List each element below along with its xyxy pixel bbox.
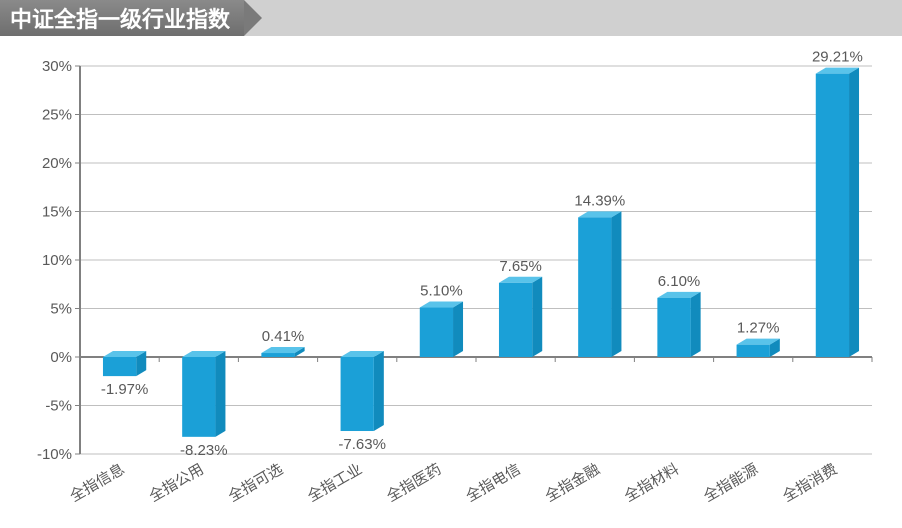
data-label: -1.97% xyxy=(101,381,149,398)
data-label: 0.41% xyxy=(262,328,305,345)
bar-side xyxy=(691,292,701,357)
y-tick-label: 15% xyxy=(42,204,72,221)
y-tick-label: 25% xyxy=(42,107,72,124)
category-label: 全指可选 xyxy=(225,460,286,506)
bar xyxy=(578,217,611,357)
data-label: 14.39% xyxy=(574,192,625,209)
data-label: 7.65% xyxy=(499,258,542,275)
data-label: -7.63% xyxy=(338,436,386,453)
chart-container: -10% -5% 0% 5% 10% 15% 20% 25% 30% -1.97% 全指信息 -8.2… xyxy=(0,36,902,528)
category-label: 全指金融 xyxy=(542,460,603,506)
y-tick-label: 20% xyxy=(42,155,72,172)
page-title: 中证全指一级行业指数 xyxy=(0,0,244,36)
y-tick-label: 30% xyxy=(42,58,72,75)
data-label: 29.21% xyxy=(812,49,863,66)
page-title-text: 中证全指一级行业指数 xyxy=(10,2,230,34)
bar-side xyxy=(849,68,859,357)
bar-side xyxy=(532,277,542,357)
y-tick-label: 0% xyxy=(50,349,72,366)
bar xyxy=(182,357,215,437)
header-bar: 中证全指一级行业指数 xyxy=(0,0,902,36)
y-tick-label: 10% xyxy=(42,252,72,269)
category-label: 全指能源 xyxy=(700,460,761,506)
category-label: 全指消费 xyxy=(779,460,840,506)
category-label: 全指电信 xyxy=(463,460,524,506)
data-label: 6.10% xyxy=(658,273,701,290)
bar xyxy=(261,353,294,357)
bar-side xyxy=(453,302,463,357)
y-tick-label: -5% xyxy=(45,398,72,415)
bar xyxy=(341,357,374,431)
category-label: 全指材料 xyxy=(621,460,682,506)
data-label: 5.10% xyxy=(420,283,463,300)
bar xyxy=(420,308,453,357)
bar-side xyxy=(374,351,384,431)
bar xyxy=(103,357,136,376)
bar xyxy=(816,74,849,357)
data-label: -8.23% xyxy=(180,442,228,459)
bar xyxy=(657,298,690,357)
bar xyxy=(499,283,532,357)
bar-side xyxy=(611,211,621,357)
category-label: 全指公用 xyxy=(146,460,207,506)
bar xyxy=(737,345,770,357)
bar-side xyxy=(215,351,225,437)
category-label: 全指工业 xyxy=(304,460,365,506)
y-tick-label: 5% xyxy=(50,301,72,318)
bar-chart: -10% -5% 0% 5% 10% 15% 20% 25% 30% -1.97% 全指信息 -8.2… xyxy=(10,46,892,524)
category-label: 全指医药 xyxy=(383,460,444,506)
root: 中证全指一级行业指数 -10% -5% 0% 5% 10% 15% 20% 25% 30% -1.… xyxy=(0,0,902,528)
y-tick-label: -10% xyxy=(37,446,72,463)
category-label: 全指信息 xyxy=(67,460,128,506)
data-label: 1.27% xyxy=(737,320,780,337)
